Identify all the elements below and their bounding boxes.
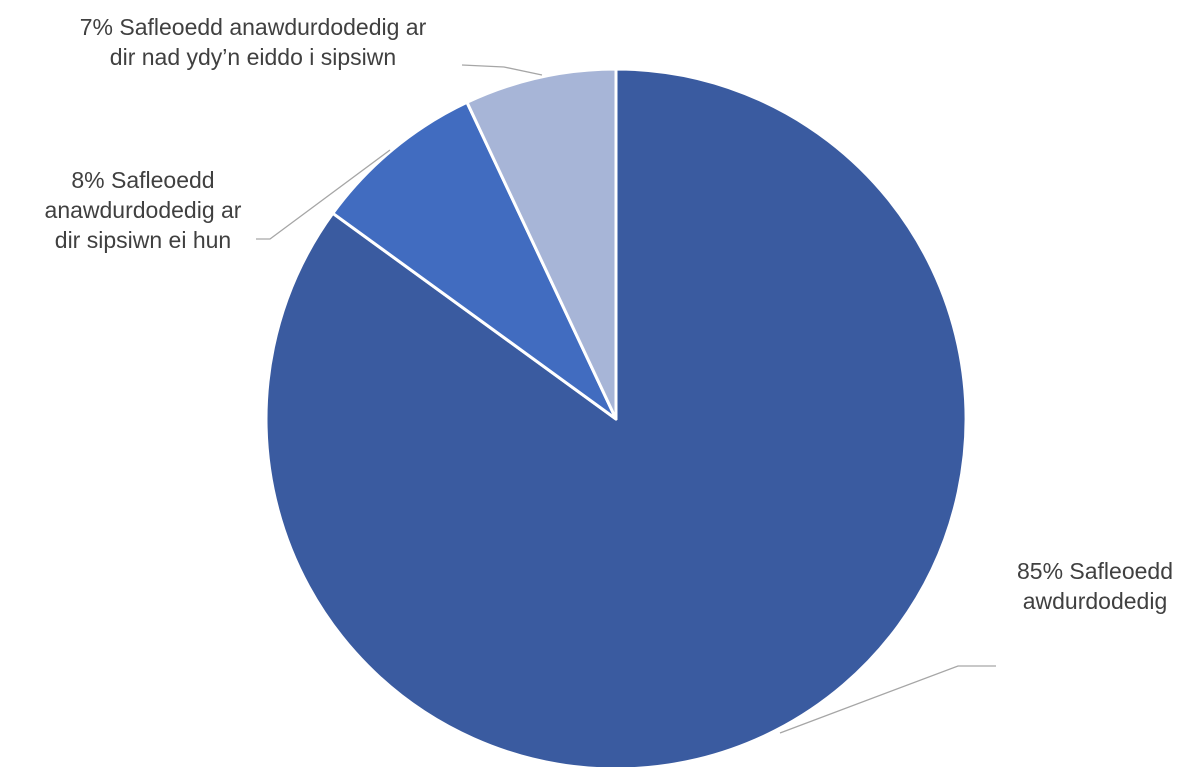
slice-label-2: 8% Safleoedd anawdurdodedig ar dir sipsiwn…: [45, 167, 242, 253]
slice-label-line: dir sipsiwn ei hun: [55, 227, 231, 253]
slice-label-line: 7% Safleoedd anawdurdodedig ar: [80, 14, 427, 40]
slice-label-line: awdurdodedig: [1023, 588, 1168, 614]
slice-labels: 85% Safleoedd awdurdodedig 8% Safleoedd ana…: [45, 14, 1173, 614]
leader-line-2: [256, 149, 391, 240]
leader-lines: [256, 64, 996, 734]
leader-line-1: [779, 665, 996, 734]
slice-label-3: 7% Safleoedd anawdurdodedig ar dir nad yd…: [80, 14, 427, 70]
slice-label-line: 8% Safleoedd: [71, 167, 214, 193]
leader-line-3: [461, 64, 543, 76]
slice-label-line: dir nad ydy’n eiddo i sipsiwn: [110, 44, 396, 70]
pie-slices: [264, 67, 968, 767]
pie-slice-2: [331, 100, 618, 421]
slice-label-line: 85% Safleoedd: [1017, 558, 1173, 584]
pie-slice-1: [264, 67, 968, 767]
pie-slice-3: [465, 67, 618, 421]
slice-label-line: anawdurdodedig ar: [45, 197, 242, 223]
slice-label-1: 85% Safleoedd awdurdodedig: [1017, 558, 1173, 614]
